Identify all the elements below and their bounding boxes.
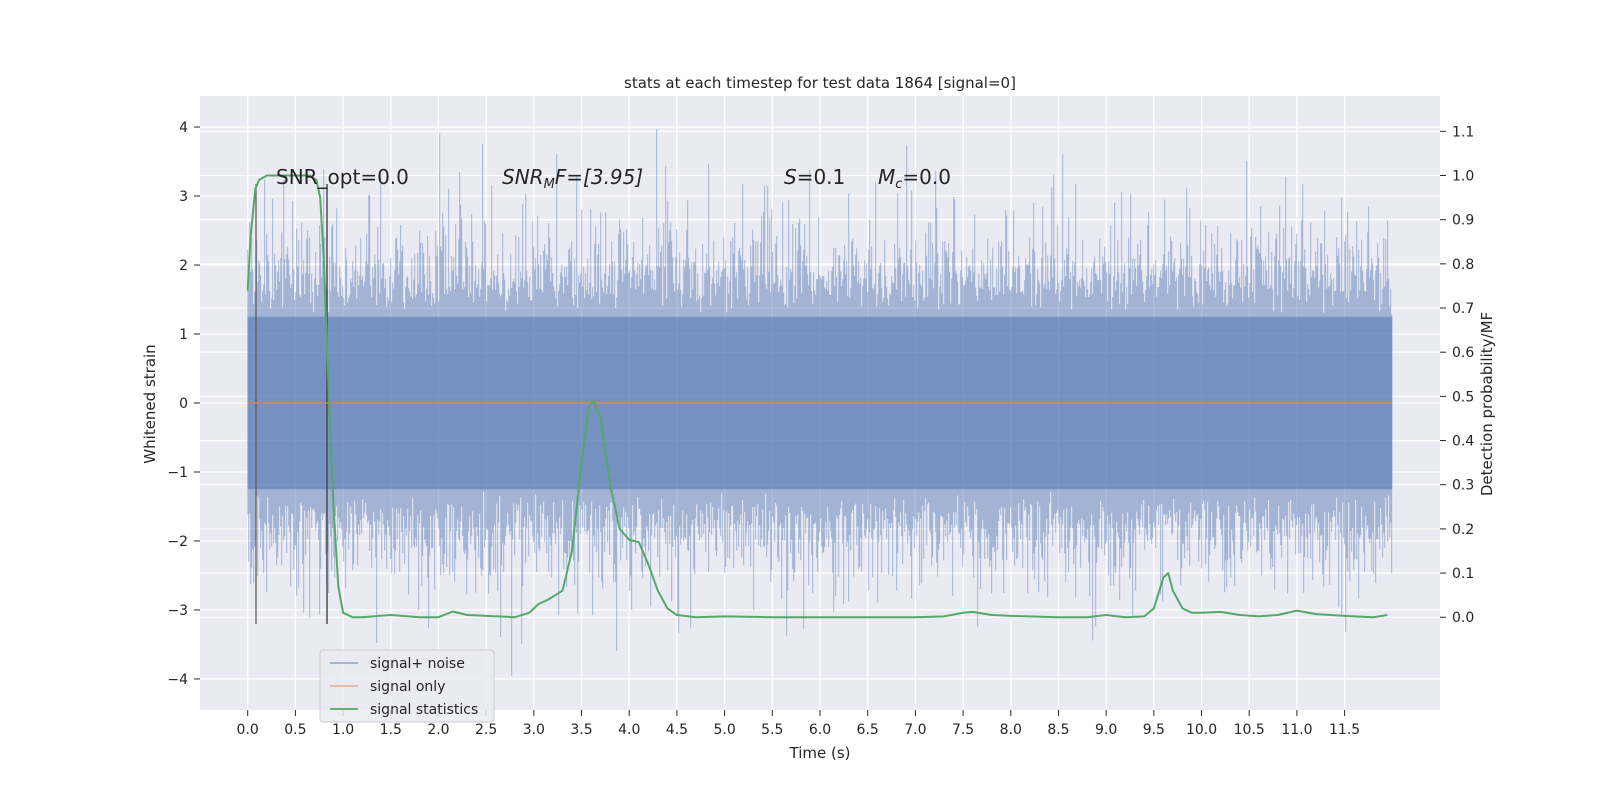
y-right-tick-label: 0.6: [1452, 345, 1474, 361]
x-tick-label: 10.0: [1186, 722, 1217, 738]
legend-label-signal-plus-noise: signal+ noise: [370, 656, 465, 672]
legend-box: [319, 649, 495, 723]
x-tick-label: 0.0: [237, 722, 259, 738]
noise-trace: [247, 129, 1393, 676]
x-tick-label: 11.5: [1329, 722, 1360, 738]
x-axis: 0.0 0.5 1.0 1.5 2.0 2.5 3.0 3.5 4.0 4.5 5.0 5.5 6.0 6…: [237, 710, 1360, 738]
signal-statistics-line: [246, 174, 1388, 619]
y-right-tick-label: 0.3: [1452, 478, 1474, 494]
x-tick-label: 3.0: [523, 722, 545, 738]
y-tick-label: −2: [167, 534, 188, 550]
chart-title: stats at each timestep for test data 186…: [624, 74, 1016, 92]
x-tick-label: 8.0: [1000, 722, 1022, 738]
y-tick-label: −3: [167, 603, 188, 619]
y-right-tick-label: 1.1: [1452, 124, 1474, 140]
x-tick-label: 11.0: [1281, 722, 1312, 738]
x-tick-label: 6.5: [857, 722, 879, 738]
y-axis-title: Whitened strain: [141, 344, 159, 463]
y-right-tick-label: 0.1: [1452, 566, 1474, 582]
y-tick-label: −4: [167, 672, 188, 688]
x-axis-title: Time (s): [789, 744, 851, 762]
x-tick-label: 4.0: [618, 722, 640, 738]
annotation-snr-mf: SNRMF=[3.95]: [502, 165, 643, 192]
annotation-snr-mf-main: SNR: [502, 165, 544, 189]
x-tick-label: 9.0: [1095, 722, 1117, 738]
series-signal-statistics: [246, 174, 1388, 619]
x-tick-label: 5.5: [761, 722, 783, 738]
y-right-tick-label: 0.9: [1452, 213, 1474, 229]
legend-label-signal-only: signal only: [370, 679, 445, 695]
x-tick-label: 0.5: [284, 722, 306, 738]
y-right-tick-label: 0.4: [1452, 434, 1474, 450]
x-tick-label: 10.5: [1234, 722, 1265, 738]
annotation-mc: Mc=0.0: [878, 165, 951, 192]
y-axis-left: 4 3 2 1 0 −1 −2 −3 −4: [167, 120, 200, 688]
annotation-snr-mf-sub: M: [544, 177, 555, 192]
annotation-mc-sub: c: [895, 177, 902, 192]
x-tick-label: 2.0: [427, 722, 449, 738]
y-tick-label: 3: [179, 189, 188, 205]
y-axis-right-title: Detection probability/MF: [1478, 312, 1496, 496]
y-right-tick-label: 0.8: [1452, 257, 1474, 273]
y-tick-label: 1: [179, 327, 188, 343]
y-right-tick-label: 1.0: [1452, 169, 1474, 185]
x-tick-label: 1.0: [332, 722, 354, 738]
y-tick-label: −1: [167, 465, 188, 481]
legend-label-signal-statistics: signal statistics: [370, 702, 478, 718]
x-tick-label: 2.5: [475, 722, 497, 738]
x-tick-label: 8.5: [1047, 722, 1069, 738]
x-tick-label: 3.5: [570, 722, 592, 738]
y-tick-label: 4: [179, 120, 188, 136]
annotation-s: S=0.1: [784, 165, 845, 189]
y-right-tick-label: 0.5: [1452, 389, 1474, 405]
x-tick-label: 7.0: [904, 722, 926, 738]
x-tick-label: 7.5: [952, 722, 974, 738]
y-tick-label: 0: [179, 396, 188, 412]
annotation-s-rest: =0.1: [797, 165, 846, 189]
y-right-tick-label: 0.0: [1452, 610, 1474, 626]
x-tick-label: 5.0: [713, 722, 735, 738]
annotation-snr-opt: SNR_opt=0.0: [276, 165, 409, 189]
y-right-tick-label: 0.2: [1452, 522, 1474, 538]
x-tick-label: 6.0: [809, 722, 831, 738]
annotation-snr-mf-rest: F=[3.95]: [555, 165, 643, 189]
x-tick-label: 4.5: [666, 722, 688, 738]
y-right-tick-label: 0.7: [1452, 301, 1474, 317]
legend: signal+ noise signal only signal statist…: [319, 649, 495, 723]
x-tick-label: 9.5: [1143, 722, 1165, 738]
annotation-mc-rest: =0.0: [902, 165, 951, 189]
y-tick-label: 2: [179, 258, 188, 274]
annotation-mc-main: M: [878, 165, 895, 189]
x-tick-label: 1.5: [380, 722, 402, 738]
annotation-s-main: S: [784, 165, 797, 189]
y-axis-right: 1.1 1.0 0.9 0.8 0.7 0.6 0.5 0.4 0.3 0.2 0.1 0.0: [1440, 124, 1474, 626]
